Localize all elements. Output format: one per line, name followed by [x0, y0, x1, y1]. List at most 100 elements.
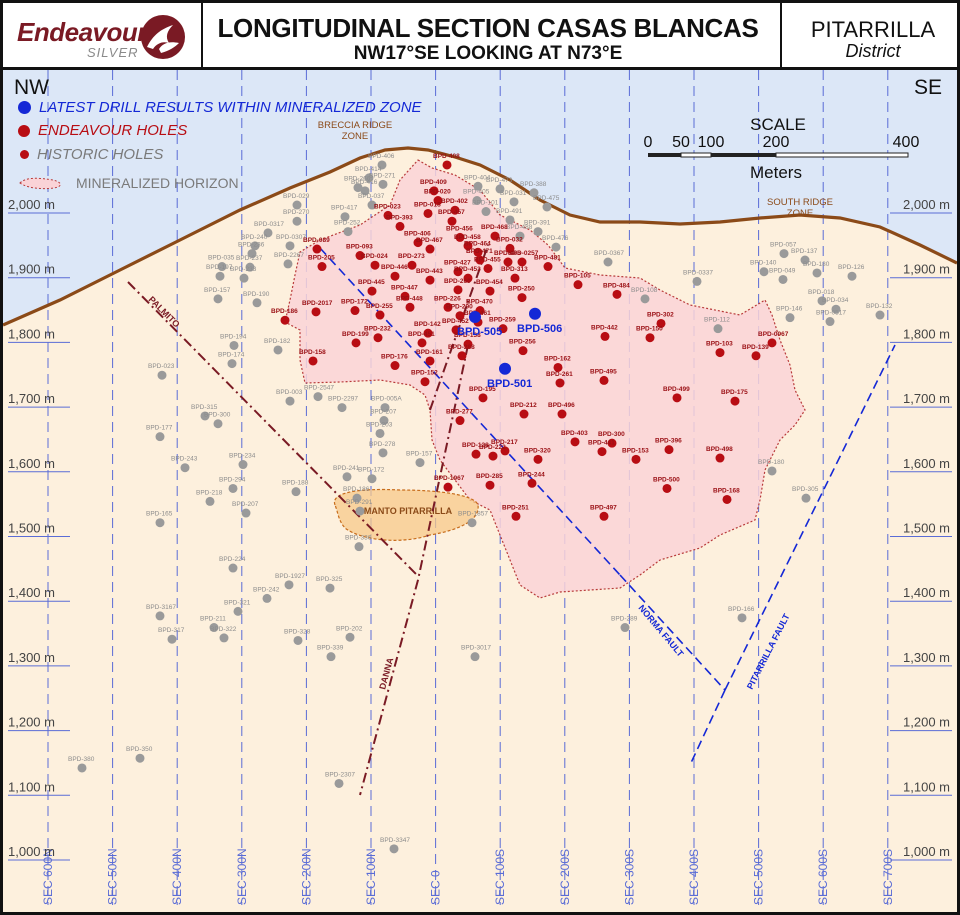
south-zone-label: ZONE: [787, 208, 813, 219]
legend-endeavour-label: ENDEAVOUR HOLES: [38, 122, 188, 139]
endeavour-hole-marker: [533, 454, 543, 464]
endeavour-hole-label: BPD-408: [433, 153, 460, 160]
elevation-label: 1,600 m: [8, 456, 55, 471]
endeavour-hole-label: BPD-105: [564, 273, 591, 280]
endeavour-hole-marker: [557, 409, 567, 419]
endeavour-hole-marker: [443, 482, 453, 492]
endeavour-hole-marker: [475, 255, 485, 265]
elevation-label: 1,800 m: [8, 326, 55, 341]
historic-hole-marker: [215, 271, 225, 281]
endeavour-hole-marker: [500, 446, 510, 456]
historic-hole-label: BPD-2547: [304, 385, 334, 392]
historic-hole-marker: [620, 623, 630, 633]
endeavour-hole-marker: [375, 310, 385, 320]
endeavour-hole-label: BPD-226: [434, 295, 461, 302]
endeavour-hole-label: BPD-442: [591, 324, 618, 331]
historic-hole-marker: [831, 304, 841, 314]
elevation-label: 1,100 m: [903, 779, 950, 794]
endeavour-hole-marker: [656, 318, 666, 328]
endeavour-hole-marker: [555, 378, 565, 388]
endeavour-hole-label: BPD-277: [446, 409, 473, 416]
historic-hole-label: BPD-380: [68, 756, 95, 763]
historic-hole-marker: [155, 518, 165, 528]
historic-hole-marker: [367, 474, 377, 484]
norma-fault-upper: [319, 247, 621, 576]
elevation-label: 1,400 m: [903, 585, 950, 600]
ridge-outline: [3, 146, 957, 327]
historic-hole-marker: [252, 298, 262, 308]
endeavour-hole-marker: [373, 333, 383, 343]
historic-hole-marker: [345, 632, 355, 642]
endeavour-hole-marker: [599, 375, 609, 385]
historic-hole-label: BPD-325: [316, 576, 343, 583]
endeavour-hole-label: BPD-232: [364, 326, 391, 333]
historic-hole-label: BPD-037: [358, 193, 385, 200]
historic-hole-marker: [640, 294, 650, 304]
historic-hole-marker: [472, 196, 482, 206]
endeavour-hole-label: BPD-290: [446, 304, 473, 311]
scale-tick-100: 100: [698, 134, 725, 151]
historic-hole-marker: [360, 186, 370, 196]
endeavour-hole-marker: [519, 409, 529, 419]
historic-hole-label: BPD-294: [219, 476, 246, 483]
endeavour-hole-marker: [485, 480, 495, 490]
historic-hole-label: BPD-035: [208, 255, 235, 262]
endeavour-hole-marker: [715, 453, 725, 463]
palmito-fault-line: [127, 281, 417, 575]
historic-hole-marker: [481, 207, 491, 217]
historic-hole-marker: [533, 227, 543, 237]
endeavour-hole-label: BPD-152: [411, 370, 438, 377]
historic-hole-label: BPD-202: [336, 625, 363, 632]
historic-hole-marker: [245, 262, 255, 272]
historic-hole-marker: [285, 396, 295, 406]
endeavour-hole-label: BPD-139: [742, 344, 769, 351]
pitarrilla-fault-line: [724, 344, 896, 691]
legend-historic-label: HISTORIC HOLES: [37, 146, 164, 163]
endeavour-logo-icon: [141, 15, 185, 59]
historic-hole-label: BPD-336: [345, 535, 372, 542]
endeavour-hole-marker: [503, 257, 513, 267]
elevation-label: 1,300 m: [903, 650, 950, 665]
endeavour-hole-label: BPD-032: [496, 236, 523, 243]
danna-fault-line: [359, 344, 469, 796]
historic-hole-label: BPD-404: [464, 174, 491, 181]
endeavour-hole-label: BPD-396: [655, 438, 682, 445]
endeavour-hole-label: BPD-499: [663, 386, 690, 393]
historic-hole-marker: [285, 241, 295, 251]
scale-title: SCALE: [750, 115, 806, 134]
historic-hole-label: BPD-112: [704, 317, 730, 324]
endeavour-hole-marker: [490, 231, 500, 241]
section-label: SEC 600N: [41, 848, 55, 905]
historic-hole-marker: [377, 160, 387, 170]
endeavour-hole-label: BPD-023: [374, 203, 401, 210]
historic-hole-label: BPD-240: [241, 234, 268, 241]
endeavour-hole-label: BPD-138: [454, 332, 481, 339]
district-label: District: [845, 41, 901, 61]
longitudinal-section-map: SEC 600N SEC 500N SEC 400N SEC 300N SEC 200N…: [3, 70, 957, 912]
historic-hole-marker: [473, 181, 483, 191]
endeavour-hole-marker: [543, 262, 553, 272]
historic-hole-marker: [470, 652, 480, 662]
endeavour-hole-marker: [463, 273, 473, 283]
historic-hole-label: BPD-0367: [594, 250, 624, 257]
latest-holes-layer: BPD-506 BPD-505 BPD-501: [457, 307, 562, 390]
endeavour-hole-marker: [488, 451, 498, 461]
endeavour-hole-label: BPD-093: [346, 244, 373, 251]
endeavour-hole-label: BPD-1967: [434, 475, 465, 482]
endeavour-hole-marker: [351, 338, 361, 348]
historic-hole-marker: [355, 506, 365, 516]
endeavour-hole-label: BPD-454: [476, 279, 503, 286]
historic-hole-label: BPD-057: [770, 242, 797, 249]
historic-hole-marker: [801, 493, 811, 503]
endeavour-hole-marker: [350, 306, 360, 316]
historic-hole-marker: [551, 242, 561, 252]
endeavour-hole-label: BPD-403: [561, 430, 588, 437]
historic-hole-label: BPD-190: [243, 291, 270, 298]
historic-hole-label: BPD-328: [284, 628, 311, 635]
historic-hole-marker: [273, 345, 283, 355]
endeavour-hole-marker: [730, 396, 740, 406]
endeavour-hole-marker: [405, 302, 415, 312]
endeavour-hole-label: BPD-158: [299, 349, 326, 356]
historic-hole-marker: [233, 606, 243, 616]
